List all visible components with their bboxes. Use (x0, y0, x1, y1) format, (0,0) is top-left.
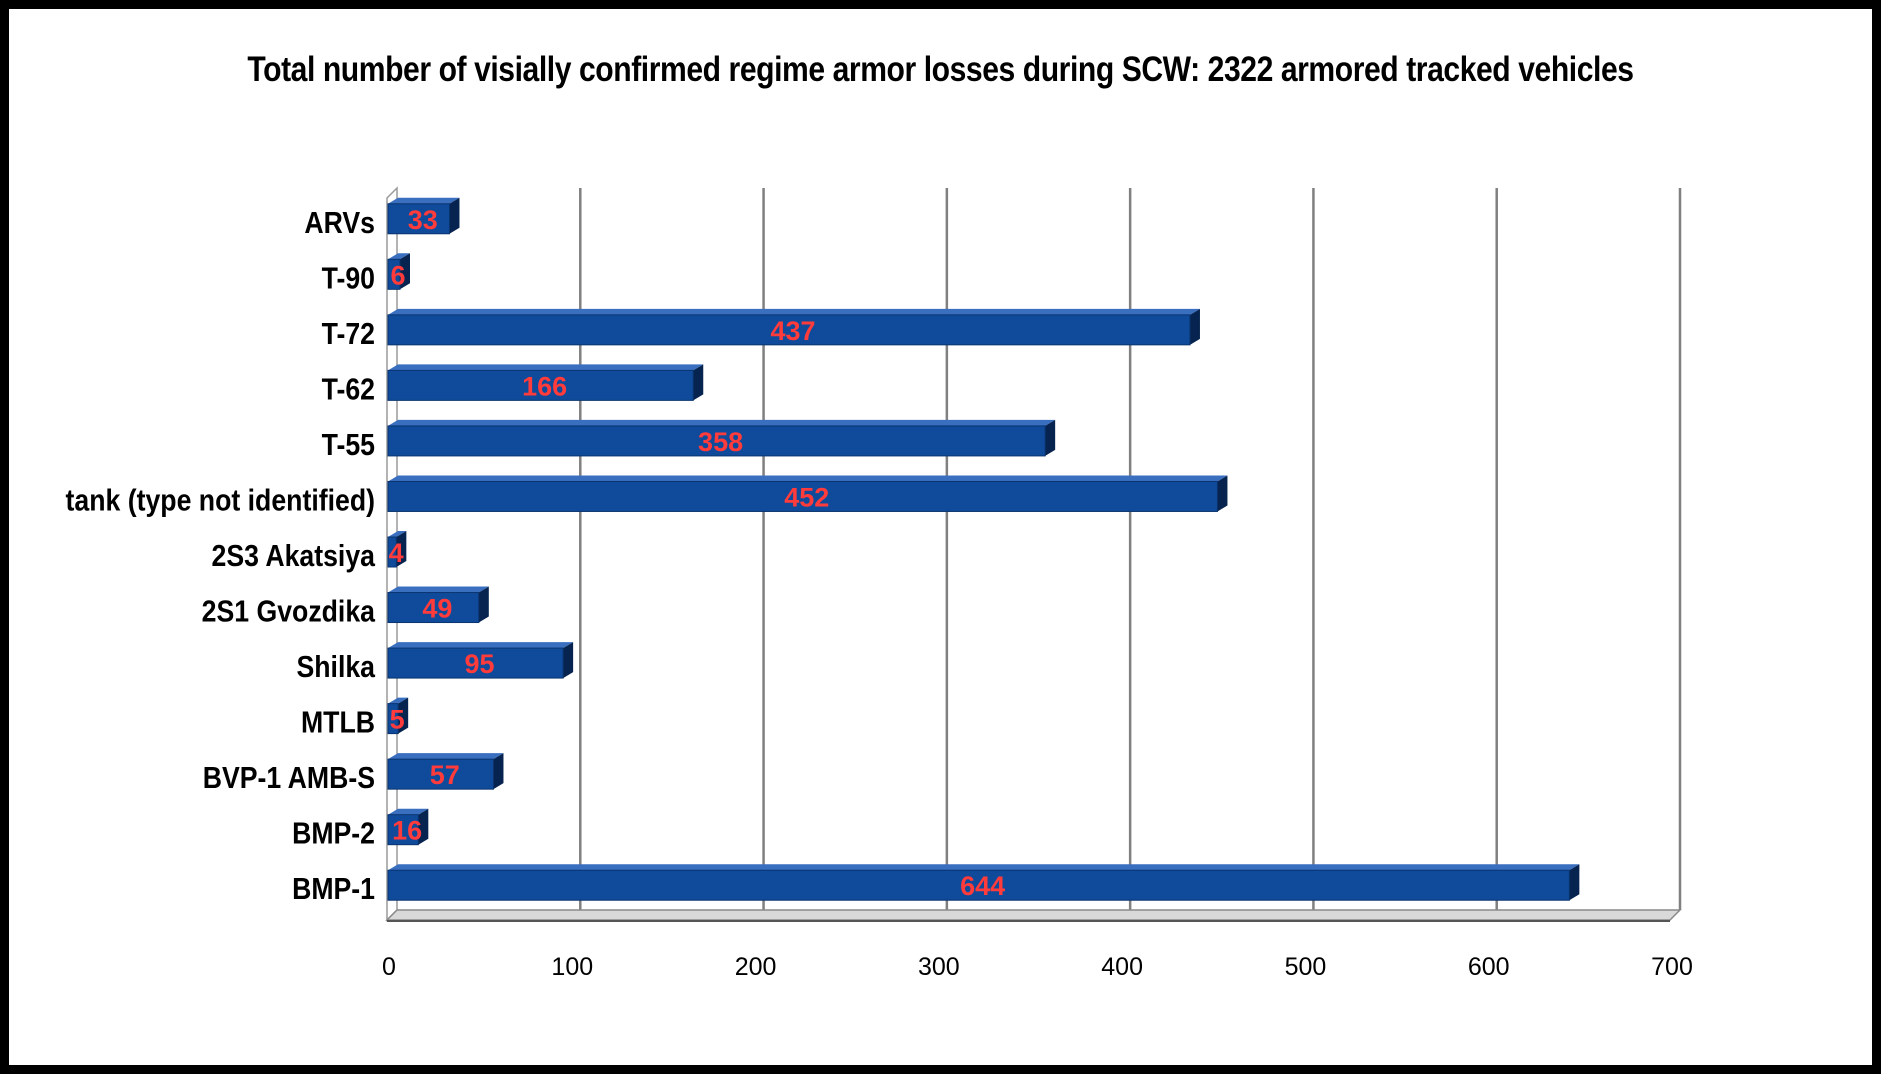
category-label-mtlb: MTLB (301, 706, 375, 740)
x-tick-label: 700 (1651, 953, 1693, 981)
x-tick-label: 0 (382, 953, 396, 981)
x-tick-label: 100 (551, 953, 593, 981)
x-tick-label: 500 (1285, 953, 1327, 981)
bar-arvs (387, 197, 460, 235)
data-labels: 336 437 166 358 452 4 49 95 5 57 16 644 (389, 205, 1006, 901)
category-label-t-72: T-72 (322, 317, 375, 351)
data-label-t-62: 166 (522, 371, 567, 401)
category-label-2s3-akatsiya: 2S3 Akatsiya (211, 539, 375, 573)
bar-2s1-gvozdika (387, 586, 489, 624)
bar-shilka (387, 642, 574, 679)
bar-t-72 (387, 308, 1200, 346)
data-label-mtlb: 5 (390, 705, 405, 735)
data-label-bvp-1-amb-s: 57 (430, 760, 460, 790)
data-label-t-72: 437 (770, 316, 815, 346)
x-tick-label: 400 (1101, 953, 1143, 981)
category-label-2s1-gvozdika: 2S1 Gvozdika (202, 595, 376, 629)
data-label-arvs: 33 (408, 205, 438, 235)
bar-bvp-1-amb-s (387, 753, 504, 790)
category-label-t-55: T-55 (322, 428, 375, 462)
data-label-shilka: 95 (465, 649, 495, 679)
bar-bmp-2 (387, 808, 429, 846)
bar-mtlb (387, 697, 409, 735)
category-label-t-62: T-62 (322, 373, 375, 407)
bar-bmp-1 (387, 864, 1580, 901)
category-label-bmp-1: BMP-1 (292, 872, 375, 906)
x-tick-label: 200 (735, 953, 777, 981)
x-tick-label: 600 (1468, 953, 1510, 981)
x-axis-floor (385, 909, 1682, 921)
x-tick-labels: 0 100 200 300 400 500 600 700 (382, 953, 1693, 981)
data-label-t-55: 358 (698, 427, 743, 457)
bar-t-62 (387, 364, 704, 401)
data-label-bmp-1: 644 (960, 871, 1005, 901)
bar-tank-type-not-identified (387, 475, 1228, 512)
bar-t-55 (387, 419, 1056, 457)
x-tick-label: 300 (918, 953, 960, 981)
category-label-arvs: ARVs (304, 206, 375, 240)
category-label-shilka: Shilka (296, 650, 375, 684)
category-label-bmp-2: BMP-2 (292, 817, 375, 851)
data-label-t-90: 6 (390, 260, 405, 290)
data-label-2s1-gvozdika: 49 (422, 594, 452, 624)
chart-title: Total number of visially confirmed regim… (247, 50, 1634, 89)
bar-t-90 (387, 253, 410, 290)
category-label-bvp-1-amb-s: BVP-1 AMB-S (203, 761, 375, 795)
category-labels: ARVs T-90 T-72 T-62 T-55 tank (type not ident… (65, 206, 375, 907)
data-label-bmp-2: 16 (392, 816, 422, 846)
bars (387, 197, 1580, 901)
category-label-tank-type-not-identified: tank (type not identified) (65, 484, 375, 518)
category-label-t-90: T-90 (322, 262, 375, 296)
data-label-2s3-akatsiya: 4 (389, 538, 404, 568)
gridlines (579, 188, 1682, 910)
data-label-tank-type-not-identified: 452 (784, 482, 829, 512)
bar-2s3-akatsiya (387, 531, 407, 568)
